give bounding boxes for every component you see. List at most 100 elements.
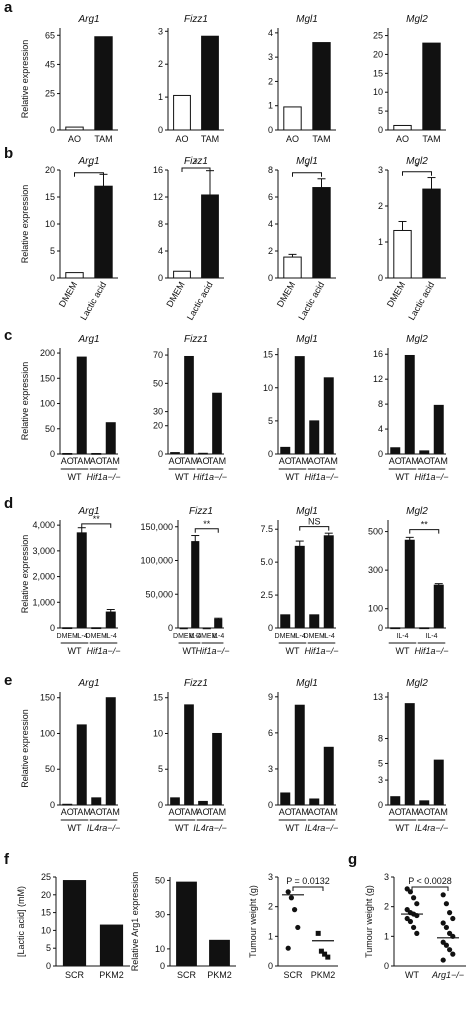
chart-d1: 01,0002,0003,0004,000Arg1DMEMIL-4DMEMIL-… [20, 506, 121, 656]
bar [170, 452, 180, 455]
group-label: Hif1a−/− [86, 646, 120, 656]
x-tick-label: DMEM [196, 633, 218, 640]
group-label: IL4ra−/− [87, 823, 121, 833]
y-tick-label: 4 [268, 219, 273, 229]
group-label: Hif1a−/− [414, 646, 448, 656]
y-tick-label: 0 [50, 800, 55, 810]
group-label: Hif1a−/− [304, 646, 338, 656]
bar [173, 94, 191, 131]
panel-label-d: d [4, 495, 13, 512]
x-tick-label: IL-4 [76, 633, 88, 640]
y-tick-label: 3 [158, 26, 163, 36]
significance-bracket [81, 523, 112, 528]
chart-title: Mgl1 [296, 156, 318, 167]
significance-bracket [411, 886, 449, 891]
x-tick-label: TAM [73, 807, 91, 817]
data-point [292, 907, 298, 913]
data-point [318, 948, 324, 954]
x-tick-label: TAM [201, 134, 219, 144]
chart-title: Arg1 [77, 506, 99, 517]
y-tick-label: 30 [153, 407, 163, 417]
y-tick-label: 15 [41, 908, 51, 918]
x-tick-label: IL-4 [323, 633, 335, 640]
chart-g1: 0 1 2 3 WT Arg1−/− P < 0.0028 Tumour weight (g) [364, 872, 466, 980]
y-tick-label: 0 [378, 125, 383, 135]
y-tick-label: 30 [155, 910, 165, 920]
y-axis-label: Relative expression [20, 709, 30, 788]
significance-label: * [305, 163, 309, 173]
group-label: WT [286, 823, 300, 833]
x-tick-label: IL-4 [425, 633, 437, 640]
y-tick-label: 15 [153, 693, 163, 703]
x-tick-label: DMEM [275, 633, 297, 640]
x-tick-label: TAM [401, 456, 419, 466]
y-tick-label: 5 [50, 246, 55, 256]
data-point [440, 892, 446, 898]
data-point [443, 901, 449, 907]
x-tick-label: Lactic acid [78, 280, 108, 322]
y-tick-label: 3 [384, 872, 389, 882]
chart-f2: 0 10 30 50 SCR PKM2 Relative Arg1 expression [130, 872, 236, 980]
x-tick-label: TAM [312, 134, 330, 144]
chart-a4: 0 5 10 15 20 25 Mgl2 AO TAM [373, 14, 446, 144]
y-tick-label: 300 [368, 565, 383, 575]
y-tick-label: 1,000 [32, 597, 55, 607]
y-tick-label: 3 [268, 52, 273, 62]
y-tick-label: 7.5 [260, 524, 273, 534]
y-tick-label: 16 [373, 349, 383, 359]
bar [202, 627, 211, 630]
chart-f1: 0 5 10 15 20 25 SCR PKM2 [Lactic acid] (mM) [16, 872, 130, 980]
y-axis-label: [Lactic acid] (mM) [16, 886, 26, 957]
y-axis-label: Relative expression [20, 185, 30, 264]
bar [294, 545, 305, 629]
y-tick-label: 2 [268, 902, 273, 912]
x-tick-label: TAM [291, 456, 309, 466]
y-tick-label: 2.5 [260, 590, 273, 600]
chart-d4: 0 100 300 500 Mgl2 IL-4 IL-4 WT Hif1a−/− ** [368, 506, 449, 656]
y-tick-label: 5 [378, 758, 383, 768]
data-point [450, 915, 456, 922]
y-tick-label: 4,000 [32, 520, 55, 530]
y-tick-label: 20 [41, 890, 51, 900]
x-tick-label: AO [279, 807, 292, 817]
bar [283, 106, 302, 131]
data-point [315, 930, 321, 936]
panel-label-c: c [4, 327, 12, 344]
y-tick-label: 150,000 [140, 522, 173, 532]
group-label: Hif1a−/− [195, 646, 229, 656]
chart-b3: 0 2 4 6 8 Mgl1 DMEM Lactic acid * [268, 156, 336, 322]
bar [212, 392, 222, 455]
data-point [447, 947, 453, 953]
y-tick-label: 8 [378, 399, 383, 409]
significance-label: * [87, 163, 91, 173]
chart-title: Mgl1 [296, 334, 318, 345]
bar [433, 584, 444, 629]
significance-bracket [299, 526, 330, 531]
y-tick-label: 50 [155, 875, 165, 885]
x-tick-label: AO [196, 456, 209, 466]
group-label: WT [396, 646, 410, 656]
bar [422, 188, 441, 279]
y-tick-label: 65 [45, 30, 55, 40]
group-label: WT [68, 472, 82, 482]
y-tick-label: 0 [168, 623, 173, 633]
y-axis-label: Relative expression [20, 535, 30, 614]
y-tick-label: 0 [268, 623, 273, 633]
y-tick-label: 0 [268, 273, 273, 283]
y-tick-label: 3 [268, 872, 273, 882]
data-point [325, 954, 331, 960]
y-tick-label: 0 [268, 449, 273, 459]
y-tick-label: 15 [373, 68, 383, 78]
y-tick-label: 6 [268, 192, 273, 202]
bar [433, 759, 444, 806]
y-tick-label: 0 [158, 800, 163, 810]
x-tick-label: TAM [94, 134, 112, 144]
y-tick-label: 100 [40, 399, 55, 409]
x-tick-label: IL-4 [189, 633, 201, 640]
y-axis-label: Tumour weight (g) [364, 885, 374, 958]
y-tick-label: 20 [373, 49, 383, 59]
y-tick-label: 0 [158, 449, 163, 459]
